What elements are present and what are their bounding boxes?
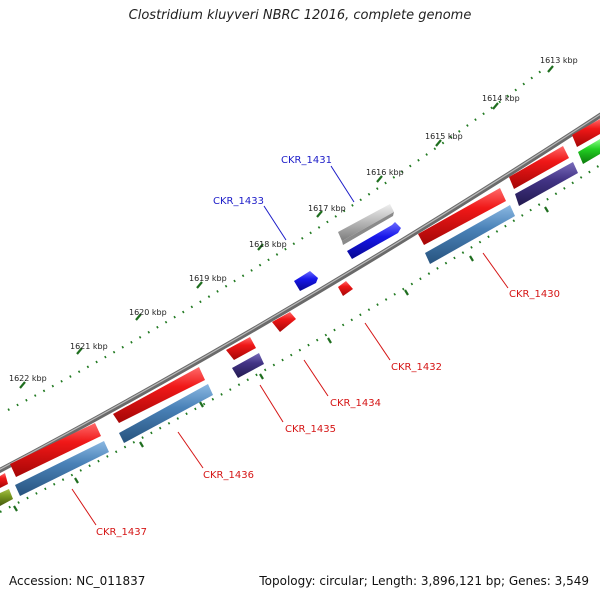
green-feature[interactable]	[578, 139, 600, 164]
gene-label-ckr-1432[interactable]: CKR_1432	[391, 362, 442, 373]
gene-label-ckr-1431[interactable]: CKR_1431	[281, 155, 332, 166]
scale-label: 1617 kbp	[308, 204, 346, 213]
gene-label-ckr-1435[interactable]: CKR_1435	[285, 424, 336, 435]
scale-labels: 1613 kbp 1614 kbp 1615 kbp 1616 kbp 1617…	[9, 56, 578, 383]
gene-feature-ckr-1433[interactable]	[294, 271, 318, 291]
gene-label-ckr-1436[interactable]: CKR_1436	[203, 470, 254, 481]
gene-feature-ckr-1431[interactable]	[347, 222, 401, 259]
scale-label: 1622 kbp	[9, 374, 47, 383]
olive-feature[interactable]	[0, 489, 13, 506]
scale-label: 1618 kbp	[249, 240, 287, 249]
red-feature-track[interactable]	[0, 119, 600, 488]
gene-label-ckr-1434[interactable]: CKR_1434	[330, 398, 381, 409]
gene-feature-gray[interactable]	[338, 204, 394, 245]
gene-labels: CKR_1431 CKR_1433 CKR_1430 CKR_1432 CKR_…	[96, 155, 560, 538]
callout-lines	[71, 165, 509, 526]
scale-label: 1613 kbp	[540, 56, 578, 65]
genome-summary-text: Topology: circular; Length: 3,896,121 bp…	[259, 574, 589, 588]
outer-major-ticks	[19, 65, 554, 389]
scale-label: 1614 kbp	[482, 94, 520, 103]
genome-backbone-highlight	[0, 113, 600, 471]
scale-label: 1619 kbp	[189, 274, 227, 283]
gene-label-ckr-1433[interactable]: CKR_1433	[213, 196, 264, 207]
genome-title: Clostridium kluyveri NBRC 12016, complet…	[128, 8, 472, 23]
scale-label: 1620 kbp	[129, 308, 167, 317]
gene-label-ckr-1430[interactable]: CKR_1430	[509, 289, 560, 300]
accession-text: Accession: NC_011837	[9, 574, 146, 588]
genome-backbone	[0, 112, 600, 474]
scale-label: 1616 kbp	[366, 168, 404, 177]
purple-feature-track[interactable]	[232, 162, 578, 378]
scale-label: 1615 kbp	[425, 132, 463, 141]
steel-feature-track[interactable]	[15, 205, 515, 496]
gene-label-ckr-1437[interactable]: CKR_1437	[96, 527, 147, 538]
inner-tick-ring	[0, 164, 600, 513]
inner-major-ticks	[13, 206, 549, 512]
scale-label: 1621 kbp	[70, 342, 108, 351]
